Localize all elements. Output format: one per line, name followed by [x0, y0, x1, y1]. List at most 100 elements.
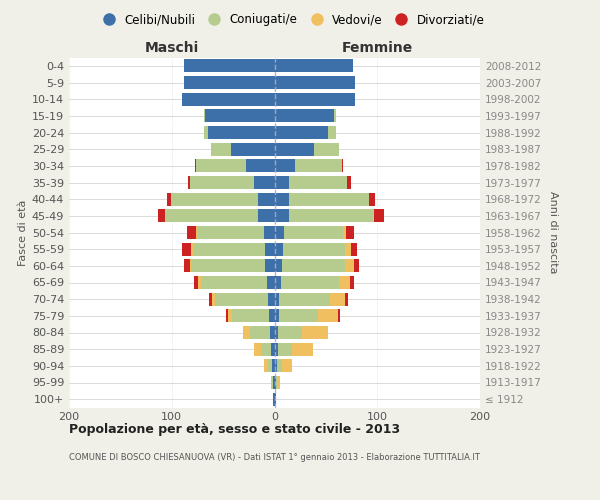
Bar [242, 326, 250, 339]
Bar [292, 342, 313, 355]
Bar [215, 292, 268, 306]
Bar [203, 110, 205, 122]
Y-axis label: Anni di nascita: Anni di nascita [548, 191, 558, 274]
Bar [275, 210, 289, 222]
Bar [278, 310, 317, 322]
Bar [330, 292, 346, 306]
Bar [275, 260, 281, 272]
Bar [346, 226, 353, 239]
Bar [278, 342, 292, 355]
Bar [208, 126, 275, 139]
Bar [278, 326, 302, 339]
Bar [254, 176, 275, 189]
Legend: Celibi/Nubili, Coniugati/e, Vedovi/e, Divorziati/e: Celibi/Nubili, Coniugati/e, Vedovi/e, Di… [92, 8, 490, 31]
Bar [275, 226, 284, 239]
Bar [171, 192, 258, 205]
Bar [197, 226, 264, 239]
Bar [275, 326, 278, 339]
Bar [212, 292, 215, 306]
Bar [191, 242, 193, 256]
Bar [284, 226, 343, 239]
Bar [369, 192, 375, 205]
Bar [200, 276, 268, 289]
Bar [228, 310, 232, 322]
Bar [254, 342, 261, 355]
Bar [271, 326, 275, 339]
Bar [184, 60, 275, 72]
Bar [188, 176, 190, 189]
Bar [164, 210, 166, 222]
Text: Femmine: Femmine [341, 41, 413, 55]
Bar [275, 110, 334, 122]
Bar [184, 76, 275, 89]
Bar [350, 276, 353, 289]
Bar [190, 176, 254, 189]
Bar [353, 260, 359, 272]
Bar [277, 360, 281, 372]
Bar [271, 376, 272, 389]
Bar [317, 310, 338, 322]
Bar [193, 242, 265, 256]
Bar [246, 160, 275, 172]
Bar [289, 192, 369, 205]
Bar [268, 360, 272, 372]
Bar [272, 376, 274, 389]
Bar [190, 260, 191, 272]
Bar [275, 360, 277, 372]
Text: Popolazione per età, sesso e stato civile - 2013: Popolazione per età, sesso e stato civil… [69, 422, 400, 436]
Text: COMUNE DI BOSCO CHIESANUOVA (VR) - Dati ISTAT 1° gennaio 2013 - Elaborazione TUT: COMUNE DI BOSCO CHIESANUOVA (VR) - Dati … [69, 452, 480, 462]
Bar [166, 210, 258, 222]
Bar [289, 210, 373, 222]
Bar [275, 242, 283, 256]
Bar [339, 276, 350, 289]
Bar [275, 92, 355, 106]
Bar [265, 260, 275, 272]
Bar [302, 326, 328, 339]
Bar [277, 376, 280, 389]
Bar [281, 276, 339, 289]
Bar [182, 242, 191, 256]
Bar [274, 392, 275, 406]
Bar [347, 176, 350, 189]
Bar [264, 360, 268, 372]
Bar [275, 292, 278, 306]
Bar [278, 292, 330, 306]
Bar [275, 276, 281, 289]
Bar [275, 176, 289, 189]
Bar [167, 192, 171, 205]
Bar [275, 310, 278, 322]
Bar [268, 292, 275, 306]
Bar [373, 210, 374, 222]
Bar [205, 110, 275, 122]
Bar [250, 326, 271, 339]
Bar [283, 242, 346, 256]
Bar [275, 192, 289, 205]
Bar [184, 260, 190, 272]
Bar [158, 210, 164, 222]
Y-axis label: Fasce di età: Fasce di età [17, 200, 28, 266]
Bar [275, 76, 355, 89]
Bar [182, 92, 275, 106]
Bar [203, 126, 208, 139]
Bar [187, 226, 196, 239]
Bar [211, 142, 232, 156]
Bar [191, 260, 265, 272]
Bar [350, 242, 357, 256]
Bar [346, 292, 349, 306]
Bar [281, 260, 346, 272]
Bar [232, 310, 269, 322]
Bar [258, 210, 275, 222]
Bar [264, 226, 275, 239]
Bar [232, 142, 275, 156]
Bar [281, 360, 292, 372]
Bar [199, 276, 200, 289]
Bar [226, 310, 228, 322]
Bar [258, 192, 275, 205]
Bar [261, 342, 271, 355]
Bar [334, 110, 336, 122]
Bar [274, 376, 275, 389]
Bar [314, 142, 339, 156]
Bar [346, 260, 353, 272]
Bar [275, 342, 278, 355]
Bar [269, 310, 275, 322]
